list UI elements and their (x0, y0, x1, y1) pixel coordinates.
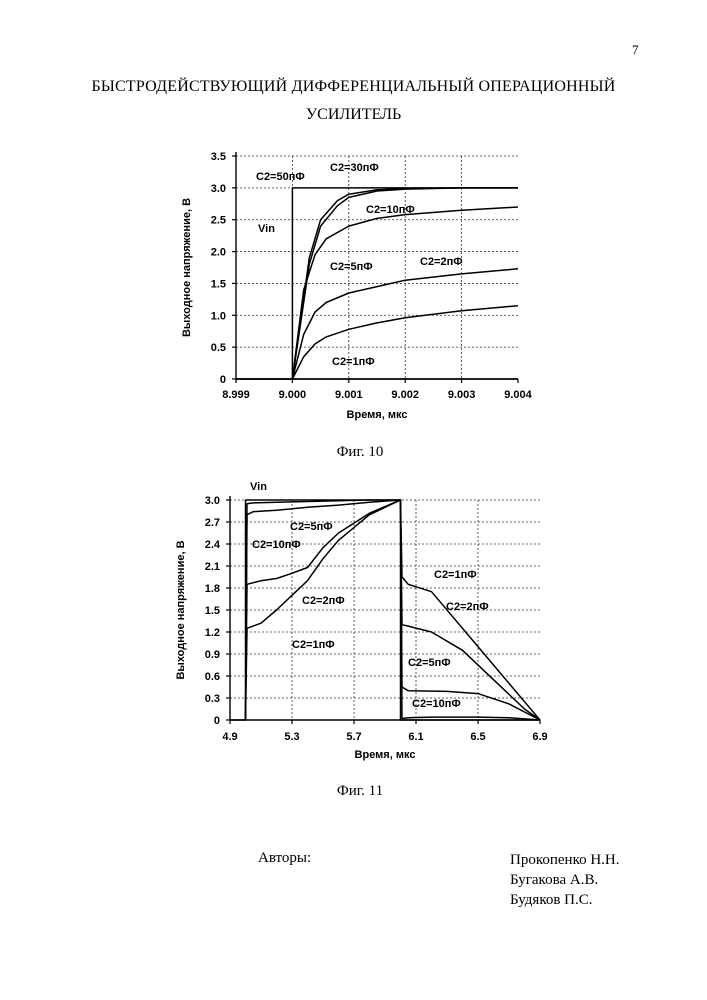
x-tick-label: 6.9 (532, 731, 547, 743)
x-tick-label: 5.3 (284, 731, 299, 743)
series-annotation-label: C2=2пФ (446, 601, 489, 613)
authors-list: Прокопенко Н.Н. Бугакова А.В. Будяков П.… (510, 850, 620, 910)
series-annotation-label: C2=2пФ (302, 595, 345, 607)
author-name: Прокопенко Н.Н. (510, 850, 620, 870)
y-tick-label: 1.2 (205, 627, 220, 639)
series-annotation-label: C2=5пФ (408, 657, 451, 669)
x-tick-label: 6.1 (408, 731, 423, 743)
y-tick-label: 2.4 (205, 539, 221, 551)
figure-11-caption: Фиг. 11 (300, 783, 420, 800)
y-tick-label: 2.1 (205, 561, 220, 573)
x-axis-label: Время, мкс (355, 749, 416, 761)
y-tick-label: 1.5 (205, 605, 220, 617)
y-tick-label: 0.3 (205, 693, 220, 705)
y-tick-label: 1.8 (205, 583, 220, 595)
series-annotation-label: C2=1пФ (434, 569, 477, 581)
figure-11-chart: 4.9 5.3 5.7 6.1 6.5 6.9 0 0.3 0.6 0.9 1.2 1.5 1.8 2.1… (0, 0, 707, 800)
series-annotation-label: C2=10пФ (412, 698, 461, 710)
y-tick-label: 0.9 (205, 649, 220, 661)
y-tick-label: 3.0 (205, 495, 220, 507)
y-tick-label: 0.6 (205, 671, 220, 683)
authors-label: Авторы: (258, 850, 311, 867)
y-axis-label: Выходное напряжение, В (175, 540, 187, 679)
series-annotation-label: C2=5пФ (290, 521, 333, 533)
x-tick-label: 5.7 (346, 731, 361, 743)
series-annotation-label: Vin (250, 481, 267, 493)
author-name: Будяков П.С. (510, 890, 620, 910)
x-tick-label: 4.9 (222, 731, 237, 743)
author-name: Бугакова А.В. (510, 870, 620, 890)
y-tick-label: 0 (214, 715, 220, 727)
x-tick-label: 6.5 (470, 731, 485, 743)
y-tick-label: 2.7 (205, 517, 220, 529)
series-annotation-label: C2=10пФ (252, 539, 301, 551)
series-annotation-label: C2=1пФ (292, 639, 335, 651)
